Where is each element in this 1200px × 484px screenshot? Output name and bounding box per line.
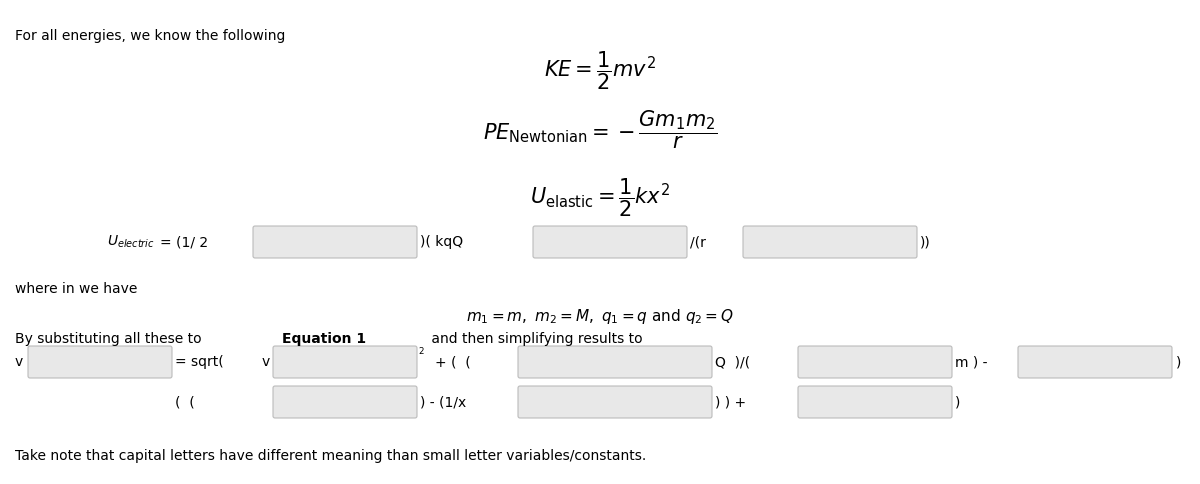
Text: $m_1 = m,\ m_2 = M,\ q_1 = q\ \mathrm{and}\ q_2 = Q$: $m_1 = m,\ m_2 = M,\ q_1 = q\ \mathrm{an… (466, 307, 734, 326)
Text: = (1/ 2: = (1/ 2 (160, 235, 208, 249)
FancyBboxPatch shape (798, 386, 952, 418)
FancyBboxPatch shape (798, 346, 952, 378)
Text: $U_{\mathrm{elastic}} = \dfrac{1}{2}kx^2$: $U_{\mathrm{elastic}} = \dfrac{1}{2}kx^2… (530, 176, 670, 218)
Text: $U_{\mathit{electric}}$: $U_{\mathit{electric}}$ (107, 234, 155, 250)
Text: ): ) (955, 395, 960, 409)
FancyBboxPatch shape (533, 226, 686, 258)
Text: )( kqQ: )( kqQ (420, 235, 463, 249)
FancyBboxPatch shape (274, 386, 418, 418)
Text: $^2$: $^2$ (418, 348, 425, 361)
Text: ): ) (1176, 355, 1181, 369)
Text: By substituting all these to: By substituting all these to (14, 332, 206, 346)
FancyBboxPatch shape (518, 386, 712, 418)
Text: and then simplifying results to: and then simplifying results to (427, 332, 643, 346)
Text: = sqrt(: = sqrt( (175, 355, 223, 369)
Text: + (  (: + ( ( (434, 355, 470, 369)
Text: Q  )/(: Q )/( (715, 355, 750, 369)
Text: $PE_{\mathrm{Newtonian}} = -\dfrac{Gm_1m_2}{r}$: $PE_{\mathrm{Newtonian}} = -\dfrac{Gm_1m… (482, 109, 718, 151)
Text: ) ) +: ) ) + (715, 395, 746, 409)
FancyBboxPatch shape (28, 346, 172, 378)
FancyBboxPatch shape (274, 346, 418, 378)
Text: /(r: /(r (690, 235, 706, 249)
Text: ) - (1/x: ) - (1/x (420, 395, 467, 409)
Text: v: v (262, 355, 270, 369)
Text: m ) -: m ) - (955, 355, 988, 369)
Text: (  (: ( ( (175, 395, 194, 409)
Text: For all energies, we know the following: For all energies, we know the following (14, 29, 286, 43)
Text: where in we have: where in we have (14, 282, 137, 296)
Text: Take note that capital letters have different meaning than small letter variable: Take note that capital letters have diff… (14, 449, 647, 463)
FancyBboxPatch shape (518, 346, 712, 378)
Text: )): )) (920, 235, 931, 249)
Text: Equation 1: Equation 1 (282, 332, 366, 346)
FancyBboxPatch shape (253, 226, 418, 258)
Text: v: v (14, 355, 23, 369)
FancyBboxPatch shape (1018, 346, 1172, 378)
FancyBboxPatch shape (743, 226, 917, 258)
Text: $KE = \dfrac{1}{2}mv^2$: $KE = \dfrac{1}{2}mv^2$ (544, 49, 656, 91)
